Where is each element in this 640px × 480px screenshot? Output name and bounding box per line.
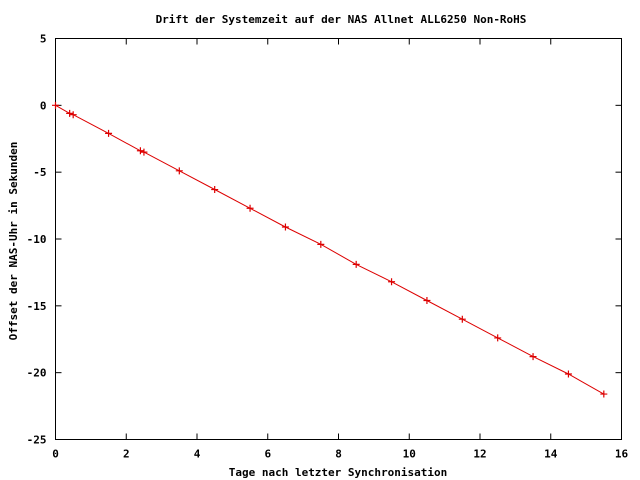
x-tick-label: 6 bbox=[264, 448, 271, 461]
data-point bbox=[140, 148, 148, 156]
data-point bbox=[600, 390, 608, 398]
y-tick-label: -15 bbox=[27, 300, 47, 313]
y-tick-label: -20 bbox=[27, 367, 47, 380]
y-tick-label: -25 bbox=[27, 434, 47, 447]
series-line bbox=[55, 104, 605, 395]
x-axis: 0 2 4 6 8 10 12 14 16 bbox=[52, 38, 629, 461]
data-point bbox=[564, 370, 572, 378]
data-point bbox=[69, 111, 77, 119]
data-point bbox=[317, 240, 325, 248]
y-tick-label: -10 bbox=[27, 233, 47, 246]
y-tick-label: 0 bbox=[40, 99, 47, 112]
data-point bbox=[458, 315, 466, 323]
x-tick-label: 12 bbox=[473, 448, 486, 461]
data-point bbox=[136, 147, 144, 155]
data-point bbox=[105, 129, 113, 137]
data-point bbox=[246, 204, 254, 212]
y-tick-label: 5 bbox=[40, 33, 47, 46]
data-point bbox=[423, 296, 431, 304]
data-point bbox=[281, 223, 289, 231]
chart-title: Drift der Systemzeit auf der NAS Allnet … bbox=[156, 13, 527, 26]
x-tick-label: 8 bbox=[335, 448, 342, 461]
x-tick-label: 10 bbox=[403, 448, 416, 461]
data-point bbox=[494, 334, 502, 342]
x-tick-label: 4 bbox=[194, 448, 201, 461]
data-point bbox=[529, 353, 537, 361]
data-point bbox=[52, 101, 59, 109]
y-axis-label: Offset der NAS-Uhr in Sekunden bbox=[7, 142, 20, 341]
x-tick-label: 0 bbox=[52, 448, 59, 461]
data-point bbox=[66, 109, 74, 117]
x-tick-label: 2 bbox=[123, 448, 130, 461]
data-point bbox=[211, 186, 219, 194]
data-point bbox=[388, 278, 396, 286]
data-point bbox=[352, 260, 360, 268]
x-tick-label: 14 bbox=[544, 448, 558, 461]
plot-frame bbox=[55, 38, 622, 440]
series-layer bbox=[52, 101, 608, 398]
x-axis-label: Tage nach letzter Synchronisation bbox=[229, 466, 448, 479]
y-axis: 5 0 -5 -10 -15 -20 -25 bbox=[27, 33, 622, 447]
y-tick-label: -5 bbox=[33, 166, 46, 179]
data-point bbox=[175, 167, 183, 175]
x-tick-label: 16 bbox=[615, 448, 629, 461]
